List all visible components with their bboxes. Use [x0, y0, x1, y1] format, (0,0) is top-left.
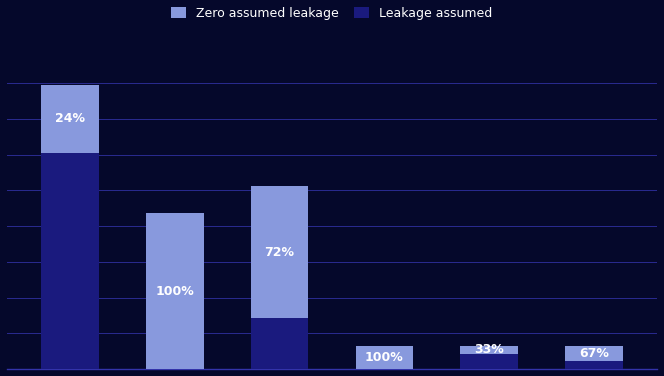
Bar: [356, 346, 413, 369]
Legend: Zero assumed leakage, Leakage assumed: Zero assumed leakage, Leakage assumed: [167, 2, 497, 25]
Bar: [146, 213, 204, 369]
Bar: [460, 354, 518, 369]
Text: 100%: 100%: [365, 351, 404, 364]
Bar: [41, 153, 99, 369]
Bar: [565, 346, 623, 361]
Text: 33%: 33%: [474, 343, 504, 356]
Text: 24%: 24%: [55, 112, 85, 125]
Text: 100%: 100%: [155, 285, 194, 298]
Bar: [565, 361, 623, 369]
Bar: [251, 318, 308, 369]
Bar: [41, 85, 99, 153]
Bar: [460, 346, 518, 354]
Bar: [251, 186, 308, 318]
Text: 67%: 67%: [579, 347, 609, 360]
Text: 72%: 72%: [264, 246, 295, 259]
